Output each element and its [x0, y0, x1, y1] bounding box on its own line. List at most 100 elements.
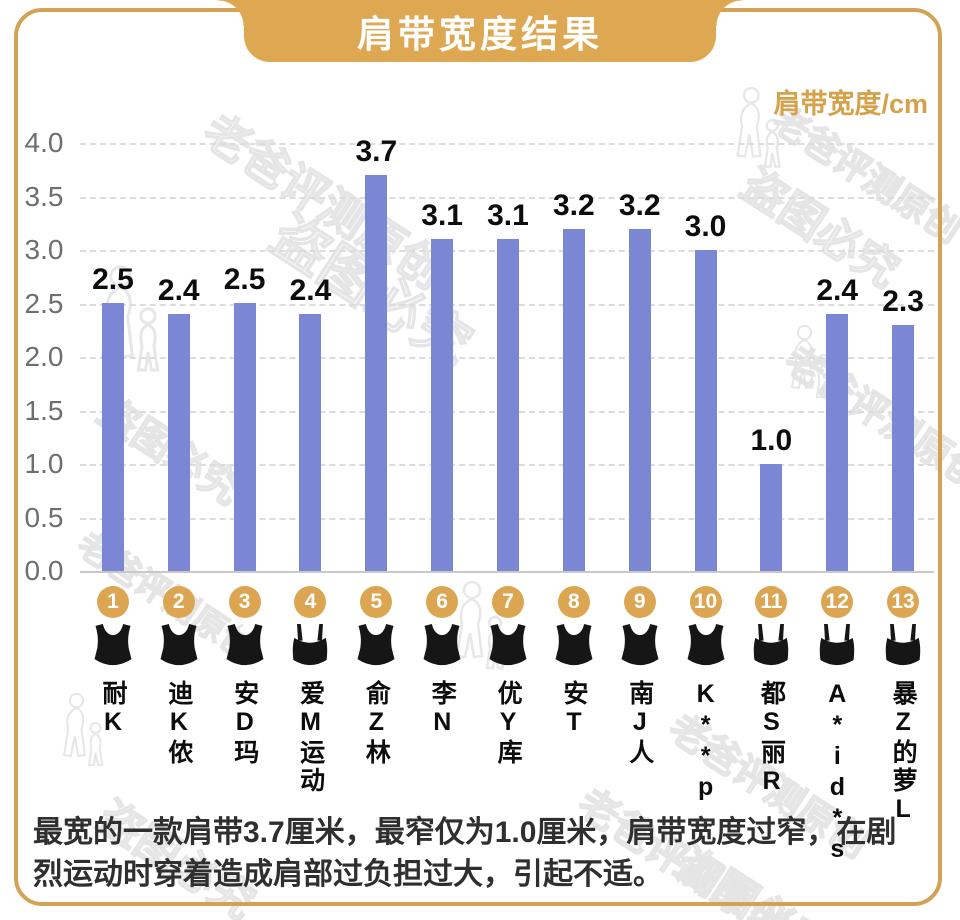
bar-value-label: 3.2 — [618, 189, 661, 222]
brand-label: 暴Z的萝L — [889, 680, 918, 826]
bar — [299, 314, 322, 571]
bar-value-label: 3.2 — [552, 189, 595, 222]
bar-value-label: 1.0 — [750, 424, 793, 457]
rank-badge: 1 — [96, 586, 129, 618]
bar-value-label: 2.4 — [157, 274, 200, 307]
bar-value-label: 2.4 — [289, 274, 332, 307]
product-image — [282, 624, 338, 672]
bar-column: 2.5 1 耐K — [80, 143, 145, 866]
brand-label: 李N — [428, 680, 457, 739]
rank-badge: 3 — [228, 586, 261, 618]
bar-value-label: 2.4 — [816, 274, 859, 307]
bar-column: 3.7 5 俞Z林 — [344, 135, 409, 866]
brand-label: K**p — [691, 680, 720, 804]
rank-badge: 8 — [557, 586, 590, 618]
y-axis-tick: 2.0 — [24, 341, 64, 372]
brand-label: 优Y库 — [494, 680, 523, 767]
bar-value-label: 3.1 — [421, 199, 463, 232]
brand-label: A*id*s — [823, 680, 852, 866]
rank-badge: 7 — [491, 586, 524, 618]
bar — [431, 239, 454, 571]
bar-column: 2.4 2 迪K侬 — [146, 143, 211, 866]
bar — [365, 175, 388, 571]
y-axis-tick: 1.5 — [24, 395, 64, 426]
bar — [760, 464, 783, 571]
rank-badge: 4 — [294, 586, 327, 618]
bar-column: 1.0 11 都S丽R — [739, 143, 804, 866]
product-image — [348, 624, 404, 672]
bar-value-label: 2.5 — [92, 263, 134, 296]
product-image — [414, 624, 470, 672]
bar-column: 2.4 4 爱M运动 — [278, 143, 343, 866]
brand-label: 安D玛 — [230, 680, 259, 767]
brand-label: 爱M运动 — [296, 680, 325, 795]
y-axis-unit-label: 肩带宽度/cm — [773, 89, 928, 119]
bar-value-label: 3.1 — [487, 199, 529, 232]
product-image — [546, 624, 602, 672]
bar-column: 2.3 13 暴Z的萝L — [871, 143, 936, 866]
bar — [892, 325, 915, 571]
bar-column: 3.2 8 安T — [541, 143, 606, 866]
rank-badge: 11 — [755, 586, 788, 618]
x-axis-baseline — [80, 571, 934, 573]
y-axis-tick: 2.5 — [24, 288, 64, 319]
bar-column: 3.2 9 南J人 — [607, 143, 672, 866]
y-axis-tick: 3.0 — [24, 234, 64, 265]
rank-badge: 2 — [162, 586, 195, 618]
product-image — [743, 624, 799, 672]
bar-zone: 2.5 — [80, 143, 145, 571]
bar-zone: 3.1 — [410, 143, 475, 571]
brand-label: 耐K — [99, 680, 128, 739]
bar-value-label: 3.0 — [684, 210, 727, 243]
bar-zone: 2.4 — [278, 143, 343, 571]
bar-chart: 2.5 1 耐K 2.4 2 迪K侬 2.5 3 安D玛 — [80, 135, 936, 866]
bar-column: 2.4 12 A*id*s — [805, 143, 870, 866]
bar-zone: 2.5 — [212, 143, 277, 571]
bar-zone: 1.0 — [739, 143, 804, 571]
product-image — [217, 624, 273, 672]
bar-zone: 2.3 — [871, 143, 936, 571]
bar — [233, 303, 256, 571]
bar-column: 3.0 10 K**p — [673, 143, 738, 866]
page-title: 肩带宽度结果 — [357, 14, 603, 55]
bar — [101, 303, 124, 571]
rank-badge: 6 — [426, 586, 459, 618]
bar-zone: 2.4 — [805, 143, 870, 571]
rank-badge: 9 — [623, 586, 656, 618]
bar-zone: 3.1 — [475, 143, 540, 571]
bar-value-label: 3.7 — [355, 135, 398, 168]
bar — [826, 314, 849, 571]
brand-label: 俞Z林 — [362, 680, 391, 767]
product-image — [809, 624, 865, 672]
bar-column: 3.1 7 优Y库 — [475, 143, 540, 866]
brand-label: 迪K侬 — [164, 680, 193, 767]
y-axis-tick: 0.0 — [24, 555, 64, 586]
brand-label: 安T — [559, 680, 588, 739]
bar-column: 2.5 3 安D玛 — [212, 143, 277, 866]
bar-zone: 3.2 — [607, 143, 672, 571]
rank-badge: 5 — [360, 586, 393, 618]
gridline — [80, 143, 934, 145]
bar — [694, 250, 717, 571]
bar-zone: 3.0 — [673, 143, 738, 571]
title-banner: 肩带宽度结果 — [218, 0, 742, 62]
bar-zone: 2.4 — [146, 143, 211, 571]
bar-value-label: 2.5 — [223, 263, 266, 296]
product-image — [151, 624, 207, 672]
product-image — [678, 624, 734, 672]
bar — [167, 314, 190, 571]
summary-text: 最宽的一款肩带3.7厘米，最窄仅为1.0厘米，肩带宽度过窄，在剧烈运动时穿着造成… — [33, 816, 897, 891]
rank-badge: 12 — [821, 586, 854, 618]
rank-badge: 10 — [689, 586, 722, 618]
bar-column: 3.1 6 李N — [410, 143, 475, 866]
bar — [562, 229, 585, 571]
bar — [628, 229, 651, 571]
rank-badge: 13 — [887, 586, 920, 618]
y-axis-tick: 4.0 — [24, 127, 64, 158]
bar-value-label: 2.3 — [882, 285, 924, 318]
y-axis-tick: 3.5 — [24, 181, 64, 212]
product-image — [612, 624, 668, 672]
bar-zone: 3.7 — [344, 135, 409, 571]
product-image — [480, 624, 536, 672]
